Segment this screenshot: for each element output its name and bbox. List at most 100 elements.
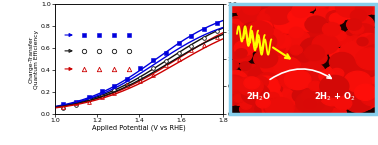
Circle shape [283, 103, 307, 121]
Circle shape [347, 54, 366, 68]
Circle shape [322, 88, 342, 103]
Circle shape [296, 91, 325, 113]
Circle shape [240, 102, 259, 116]
Point [150, 59, 156, 61]
Circle shape [268, 52, 282, 62]
Circle shape [285, 36, 298, 46]
Circle shape [238, 77, 263, 96]
Circle shape [245, 6, 256, 15]
Circle shape [230, 29, 246, 41]
Circle shape [265, 83, 290, 102]
Point [125, 50, 132, 52]
Circle shape [263, 81, 283, 97]
Circle shape [350, 10, 366, 22]
Circle shape [329, 13, 345, 25]
Circle shape [350, 23, 364, 34]
Point [99, 96, 105, 99]
Text: 2H$_2$O: 2H$_2$O [246, 90, 272, 103]
Circle shape [286, 50, 314, 71]
Point [124, 84, 130, 86]
Point [112, 92, 118, 94]
Circle shape [345, 30, 360, 41]
Y-axis label: Current Density
(mA/cm²): Current Density (mA/cm²) [238, 36, 250, 83]
Circle shape [302, 2, 315, 11]
Point [73, 102, 79, 105]
Circle shape [288, 10, 307, 24]
Circle shape [367, 84, 378, 97]
Circle shape [251, 101, 279, 122]
Circle shape [298, 52, 321, 69]
Circle shape [284, 70, 311, 90]
Circle shape [264, 99, 287, 116]
Circle shape [300, 22, 311, 30]
Point [201, 28, 207, 30]
Circle shape [290, 27, 303, 38]
Circle shape [309, 51, 327, 65]
Circle shape [302, 51, 314, 60]
Point [86, 100, 92, 103]
Circle shape [347, 15, 374, 35]
Circle shape [223, 37, 252, 59]
Circle shape [332, 89, 349, 101]
Circle shape [322, 22, 341, 36]
Circle shape [353, 84, 376, 101]
Circle shape [302, 71, 321, 85]
Circle shape [252, 76, 280, 97]
Point [214, 21, 220, 24]
Point [214, 36, 220, 38]
Point [96, 34, 102, 36]
Circle shape [271, 19, 296, 37]
Circle shape [328, 91, 351, 108]
Circle shape [291, 19, 317, 38]
Circle shape [285, 76, 299, 86]
Circle shape [288, 31, 310, 47]
Point [96, 68, 102, 70]
Circle shape [228, 17, 246, 30]
Circle shape [287, 92, 305, 105]
Circle shape [314, 101, 333, 114]
Circle shape [355, 94, 372, 107]
Circle shape [253, 76, 268, 88]
Circle shape [352, 93, 368, 104]
Point [201, 37, 207, 39]
Circle shape [355, 93, 366, 101]
Circle shape [237, 2, 260, 20]
Circle shape [356, 1, 374, 15]
Circle shape [268, 13, 287, 27]
Circle shape [361, 62, 378, 79]
Circle shape [328, 80, 350, 97]
Circle shape [259, 37, 281, 54]
Circle shape [292, 88, 313, 103]
Circle shape [330, 68, 344, 79]
Circle shape [320, 87, 345, 106]
Circle shape [246, 21, 273, 41]
Circle shape [285, 17, 298, 26]
Point [175, 51, 181, 54]
Circle shape [224, 24, 239, 35]
Circle shape [227, 61, 239, 70]
Point [150, 74, 156, 76]
Circle shape [340, 82, 360, 97]
Circle shape [304, 99, 331, 119]
Circle shape [261, 59, 281, 74]
Circle shape [263, 40, 285, 56]
Circle shape [272, 45, 291, 59]
Circle shape [343, 75, 358, 86]
Circle shape [364, 45, 378, 62]
Circle shape [268, 86, 297, 108]
Circle shape [292, 4, 310, 17]
Circle shape [336, 0, 363, 17]
Circle shape [357, 38, 368, 46]
Circle shape [339, 9, 351, 18]
Circle shape [333, 31, 346, 41]
Circle shape [339, 56, 359, 70]
Point [99, 90, 105, 92]
Circle shape [329, 0, 356, 20]
Circle shape [286, 66, 304, 79]
Circle shape [221, 75, 246, 94]
Point [111, 68, 117, 70]
Circle shape [268, 14, 283, 25]
Y-axis label: Charge-Transfer
Quantum Efficiency: Charge-Transfer Quantum Efficiency [29, 30, 39, 89]
Circle shape [335, 97, 352, 110]
Point [81, 68, 87, 70]
